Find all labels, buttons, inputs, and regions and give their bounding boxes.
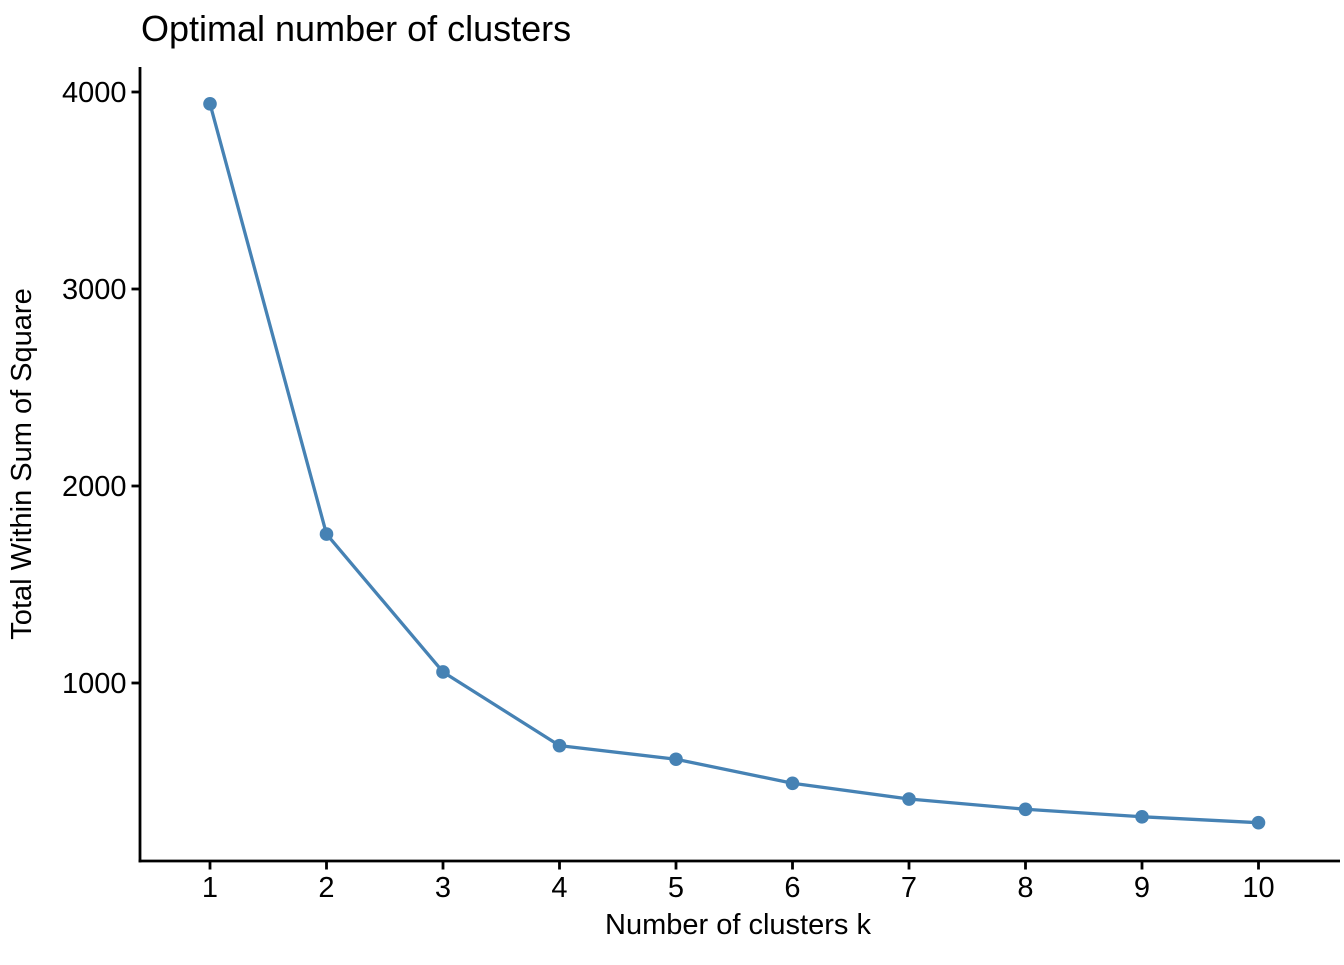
y-axis: 1000 2000 3000 4000	[62, 67, 142, 863]
x-tick-label: 9	[1134, 872, 1150, 904]
x-tick-label: 4	[551, 872, 567, 904]
x-tick-label: 5	[668, 872, 684, 904]
data-point-k1	[203, 97, 217, 111]
chart-title: Optimal number of clusters	[141, 8, 571, 49]
x-tick-label: 10	[1242, 872, 1274, 904]
y-tick-label: 2000	[62, 471, 127, 503]
x-tick-label: 8	[1017, 872, 1033, 904]
x-axis-title: Number of clusters k	[605, 909, 871, 941]
y-axis-title: Total Within Sum of Square	[6, 288, 38, 639]
y-tick-label: 1000	[62, 668, 127, 700]
data-point-k2	[319, 527, 334, 541]
wss-line-series	[203, 97, 1266, 830]
data-point-k3	[436, 665, 450, 679]
data-point-k9	[1135, 809, 1149, 824]
wss-line	[208, 102, 1261, 825]
y-tick-label: 3000	[62, 274, 127, 306]
x-tick-label: 3	[435, 872, 451, 904]
x-tick-label: 2	[318, 872, 334, 904]
data-point-k10	[1251, 815, 1266, 830]
x-tick-label: 1	[202, 872, 218, 904]
data-point-k6	[785, 776, 800, 791]
data-point-k8	[1018, 802, 1033, 817]
data-point-k5	[669, 752, 683, 767]
y-tick-label: 4000	[62, 77, 127, 109]
data-point-k4	[552, 738, 567, 753]
x-axis: 1 2 3 4 5 6 7 8 9 10	[138, 859, 1340, 904]
x-tick-label: 6	[784, 872, 800, 904]
x-tick-label: 7	[901, 872, 917, 904]
data-point-k7	[902, 792, 916, 806]
